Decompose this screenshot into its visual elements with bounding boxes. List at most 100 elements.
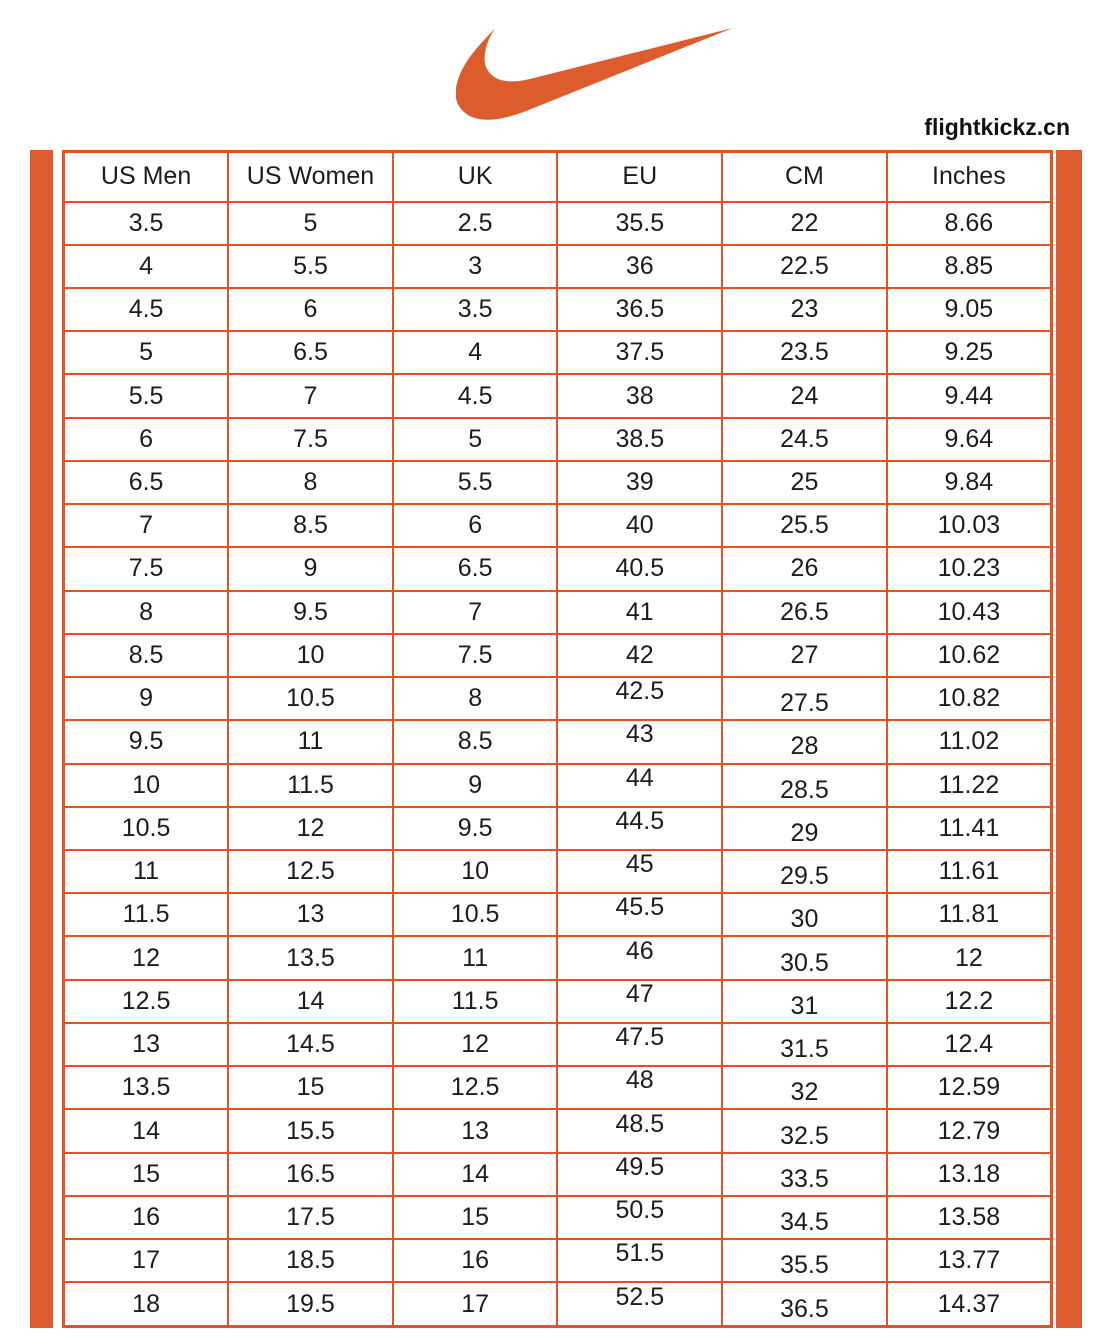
cell-value: 47 bbox=[625, 979, 654, 1008]
table-row: 4 5.5 3 36 22.5 8.85 bbox=[62, 243, 1053, 289]
table-cell: 17 bbox=[62, 1238, 230, 1284]
cell-value: 11.61 bbox=[938, 857, 1000, 886]
cell-value: 36.5 bbox=[615, 295, 665, 324]
table-cell: 8.5 bbox=[227, 503, 394, 549]
table-wrap: US Men US Women UK EU CM Inches 3.5 5 2.5 35.5 22… bbox=[62, 150, 1053, 1328]
table-row: 18 19.5 17 52.5 36.5 14.37 bbox=[62, 1281, 1053, 1328]
cell-value: 16 bbox=[132, 1203, 160, 1231]
cell-value: 36.5 bbox=[780, 1294, 829, 1323]
cell-value: 19.5 bbox=[286, 1289, 335, 1318]
table-cell: 27 bbox=[721, 632, 888, 679]
table-cell: 12.59 bbox=[885, 1065, 1053, 1111]
cell-value: 12.59 bbox=[937, 1073, 1001, 1102]
table-cell: 17.5 bbox=[227, 1194, 394, 1241]
table-cell: 29 bbox=[721, 805, 888, 852]
cell-value: 5 bbox=[303, 208, 318, 237]
cell-value: 8 bbox=[139, 597, 154, 626]
cell-value: 49.5 bbox=[615, 1152, 665, 1181]
table-cell: 11.81 bbox=[885, 892, 1053, 938]
table-cell: 6 bbox=[62, 416, 230, 462]
cell-value: 6.5 bbox=[457, 554, 493, 583]
table-cell: 9.5 bbox=[62, 719, 230, 765]
size-chart-frame: US Men US Women UK EU CM Inches 3.5 5 2.5 35.5 22… bbox=[30, 150, 1082, 1328]
size-chart-table: US Men US Women UK EU CM Inches 3.5 5 2.5 35.5 22… bbox=[62, 150, 1053, 1328]
table-cell: 10 bbox=[391, 849, 559, 895]
table-cell: 4 bbox=[62, 243, 230, 289]
table-cell: 36 bbox=[556, 243, 724, 289]
table-cell: 23 bbox=[721, 286, 888, 333]
table-cell: 26.5 bbox=[721, 589, 888, 635]
table-row: 14 15.5 13 48.5 32.5 12.79 bbox=[62, 1108, 1053, 1154]
cell-value: 11.22 bbox=[938, 770, 1000, 799]
left-gap bbox=[53, 150, 62, 1328]
table-cell: 48 bbox=[556, 1065, 724, 1111]
table-cell: 4.5 bbox=[391, 373, 559, 419]
cell-value: 52.5 bbox=[615, 1282, 665, 1311]
cell-value: 10.5 bbox=[286, 684, 335, 713]
table-row: 13.5 15 12.5 48 32 12.59 bbox=[62, 1065, 1053, 1111]
table-cell: 42 bbox=[556, 632, 724, 679]
table-cell: 35.5 bbox=[556, 200, 724, 246]
table-cell: 31 bbox=[721, 978, 888, 1024]
table-cell: 13.5 bbox=[62, 1065, 230, 1111]
table-cell: 12 bbox=[62, 935, 230, 981]
cell-value: 11.02 bbox=[938, 727, 1000, 756]
table-cell: 6 bbox=[391, 503, 559, 549]
table-cell: 11.02 bbox=[885, 719, 1053, 765]
table-cell: 50.5 bbox=[556, 1194, 724, 1241]
table-cell: 4.5 bbox=[62, 286, 230, 333]
table-cell: 10.5 bbox=[62, 805, 230, 852]
table-cell: 12.5 bbox=[62, 978, 230, 1024]
table-cell: 11 bbox=[391, 935, 559, 981]
table-cell: 7 bbox=[227, 373, 394, 419]
table-cell: 34.5 bbox=[721, 1194, 888, 1241]
table-cell: 10.23 bbox=[885, 546, 1053, 592]
cell-value: 10 bbox=[296, 640, 325, 669]
table-row: 9 10.5 8 42.5 27.5 10.82 bbox=[62, 676, 1053, 722]
cell-value: 33.5 bbox=[780, 1164, 829, 1193]
cell-value: 13.58 bbox=[937, 1203, 1001, 1231]
cell-value: 6 bbox=[139, 424, 154, 453]
cell-value: 11 bbox=[462, 943, 489, 972]
table-cell: 46 bbox=[556, 935, 724, 981]
table-cell: 30 bbox=[721, 892, 888, 938]
table-cell: 8 bbox=[391, 676, 559, 722]
cell-value: 7.5 bbox=[293, 424, 328, 453]
table-row: 5.5 7 4.5 38 24 9.44 bbox=[62, 373, 1053, 419]
table-cell: 8.66 bbox=[885, 200, 1053, 246]
table-row: 6.5 8 5.5 39 25 9.84 bbox=[62, 459, 1053, 506]
cell-value: 9.44 bbox=[944, 381, 994, 410]
table-cell: 3.5 bbox=[62, 200, 230, 246]
cell-value: 7.5 bbox=[128, 554, 164, 583]
table-cell: 52.5 bbox=[556, 1281, 724, 1328]
cell-value: 5 bbox=[468, 424, 483, 453]
table-cell: 10.03 bbox=[885, 503, 1053, 549]
cell-value: 27 bbox=[790, 640, 819, 669]
cell-value: 4 bbox=[468, 338, 483, 367]
cell-value: 7 bbox=[303, 381, 318, 410]
table-cell: 18 bbox=[62, 1281, 230, 1328]
cell-value: 13 bbox=[132, 1030, 160, 1059]
table-cell: 15.5 bbox=[227, 1108, 394, 1154]
table-cell: 11 bbox=[62, 849, 230, 895]
cell-value: 12 bbox=[296, 813, 325, 842]
table-cell: 13 bbox=[391, 1108, 559, 1154]
table-cell: 28 bbox=[721, 719, 888, 765]
cell-value: 35.5 bbox=[780, 1251, 829, 1280]
cell-value: 3 bbox=[468, 251, 483, 280]
cell-value: 16.5 bbox=[286, 1159, 335, 1188]
table-cell: 36.5 bbox=[556, 286, 724, 333]
table-cell: 4 bbox=[391, 330, 559, 376]
cell-value: 15 bbox=[296, 1073, 325, 1102]
cell-value: 41 bbox=[625, 597, 654, 626]
header-cell-uk: UK bbox=[391, 150, 559, 203]
cell-value: 10.23 bbox=[937, 554, 1001, 583]
cell-value: 5 bbox=[139, 338, 154, 367]
nike-swoosh-icon bbox=[456, 28, 733, 120]
cell-value: 5.5 bbox=[293, 251, 328, 280]
cell-value: 8.66 bbox=[944, 208, 994, 237]
cell-value: 8 bbox=[303, 468, 318, 497]
table-cell: 9.64 bbox=[885, 416, 1053, 462]
table-header: US Men US Women UK EU CM Inches bbox=[62, 150, 1053, 203]
table-cell: 22.5 bbox=[721, 243, 888, 289]
